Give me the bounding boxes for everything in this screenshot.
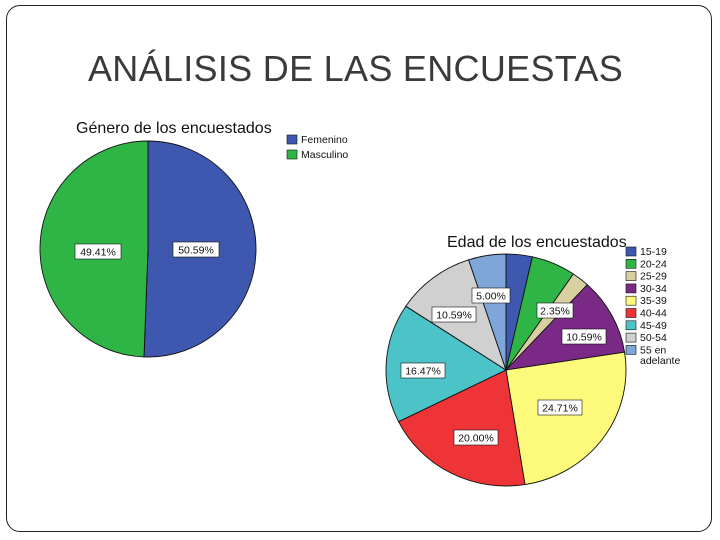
age-legend-label-55-en-adelante: 55 en bbox=[640, 344, 666, 356]
age-legend-swatch-20-24 bbox=[625, 258, 637, 269]
age-label-box-55-en-adelante bbox=[471, 287, 511, 304]
gender-label-box-masculino bbox=[74, 243, 122, 260]
gender-chart-title: Género de los encuestados bbox=[76, 120, 272, 137]
age-legend-label-30-34: 30-34 bbox=[640, 283, 667, 295]
age-slice-40-44 bbox=[397, 369, 526, 487]
age-legend-swatch-25-29 bbox=[625, 271, 637, 281]
gender-data-label-masculino: 49.41% bbox=[80, 247, 116, 259]
age-label-box-50-54 bbox=[431, 306, 477, 323]
age-legend-swatch-30-34 bbox=[625, 283, 637, 294]
slide-title: ANÁLISIS DE LAS ENCUESTAS bbox=[88, 48, 624, 89]
age-pie-chart: Edad de los encuestados 2.35% 10.59% 24.71… bbox=[385, 234, 680, 487]
age-slice-55-en-adelante bbox=[468, 253, 507, 371]
age-data-label-40-44: 20.00% bbox=[458, 433, 494, 445]
age-legend-swatch-40-44 bbox=[625, 308, 637, 318]
age-label-box-35-39 bbox=[537, 399, 583, 416]
age-label-box-30-34 bbox=[561, 328, 607, 345]
age-legend-label-40-44: 40-44 bbox=[640, 308, 667, 320]
age-legend-label-35-39: 35-39 bbox=[640, 295, 667, 307]
age-legend-swatch-45-49 bbox=[625, 320, 637, 331]
age-legend-label-50-54: 50-54 bbox=[640, 332, 667, 344]
age-data-label-55-en-adelante: 5.00% bbox=[476, 291, 506, 303]
age-legend-label-25-29: 25-29 bbox=[640, 271, 667, 283]
age-legend-swatch-50-54 bbox=[625, 332, 637, 343]
gender-legend-swatch-femenino bbox=[286, 134, 298, 145]
gender-legend-label-masculino: Masculino bbox=[301, 149, 348, 161]
age-chart-title: Edad de los encuestados bbox=[447, 234, 627, 251]
age-data-label-30-34: 10.59% bbox=[566, 332, 602, 344]
age-data-label-35-39: 24.71% bbox=[542, 403, 578, 415]
age-data-label-45-49: 16.47% bbox=[405, 366, 441, 378]
age-legend-swatch-35-39 bbox=[625, 295, 637, 306]
gender-label-box-femenino bbox=[172, 241, 220, 258]
age-data-label-50-54: 10.59% bbox=[436, 310, 472, 322]
age-slice-30-34 bbox=[504, 284, 626, 371]
age-slice-45-49 bbox=[385, 305, 507, 423]
gender-legend-label-femenino: Femenino bbox=[301, 134, 348, 146]
gender-legend-swatch-masculino bbox=[286, 149, 298, 160]
age-slice-35-39 bbox=[505, 351, 627, 486]
gender-data-label-femenino: 50.59% bbox=[178, 245, 214, 257]
age-legend-swatch-55-en-adelante bbox=[625, 345, 637, 355]
age-legend-swatch-15-19 bbox=[625, 246, 637, 257]
age-legend-label-20-24: 20-24 bbox=[640, 258, 667, 270]
age-label-box-25-29 bbox=[536, 302, 574, 319]
age-legend-label-55-en-adelante: adelante bbox=[640, 355, 680, 367]
age-label-box-40-44 bbox=[453, 429, 499, 446]
age-legend-label-15-19: 15-19 bbox=[640, 246, 667, 258]
gender-pie-chart: Género de los encuestados 50.59% 49.41% F… bbox=[39, 120, 348, 358]
age-legend-label-45-49: 45-49 bbox=[640, 320, 667, 332]
age-label-box-45-49 bbox=[400, 362, 446, 379]
age-data-label-25-29: 2.35% bbox=[540, 306, 570, 318]
